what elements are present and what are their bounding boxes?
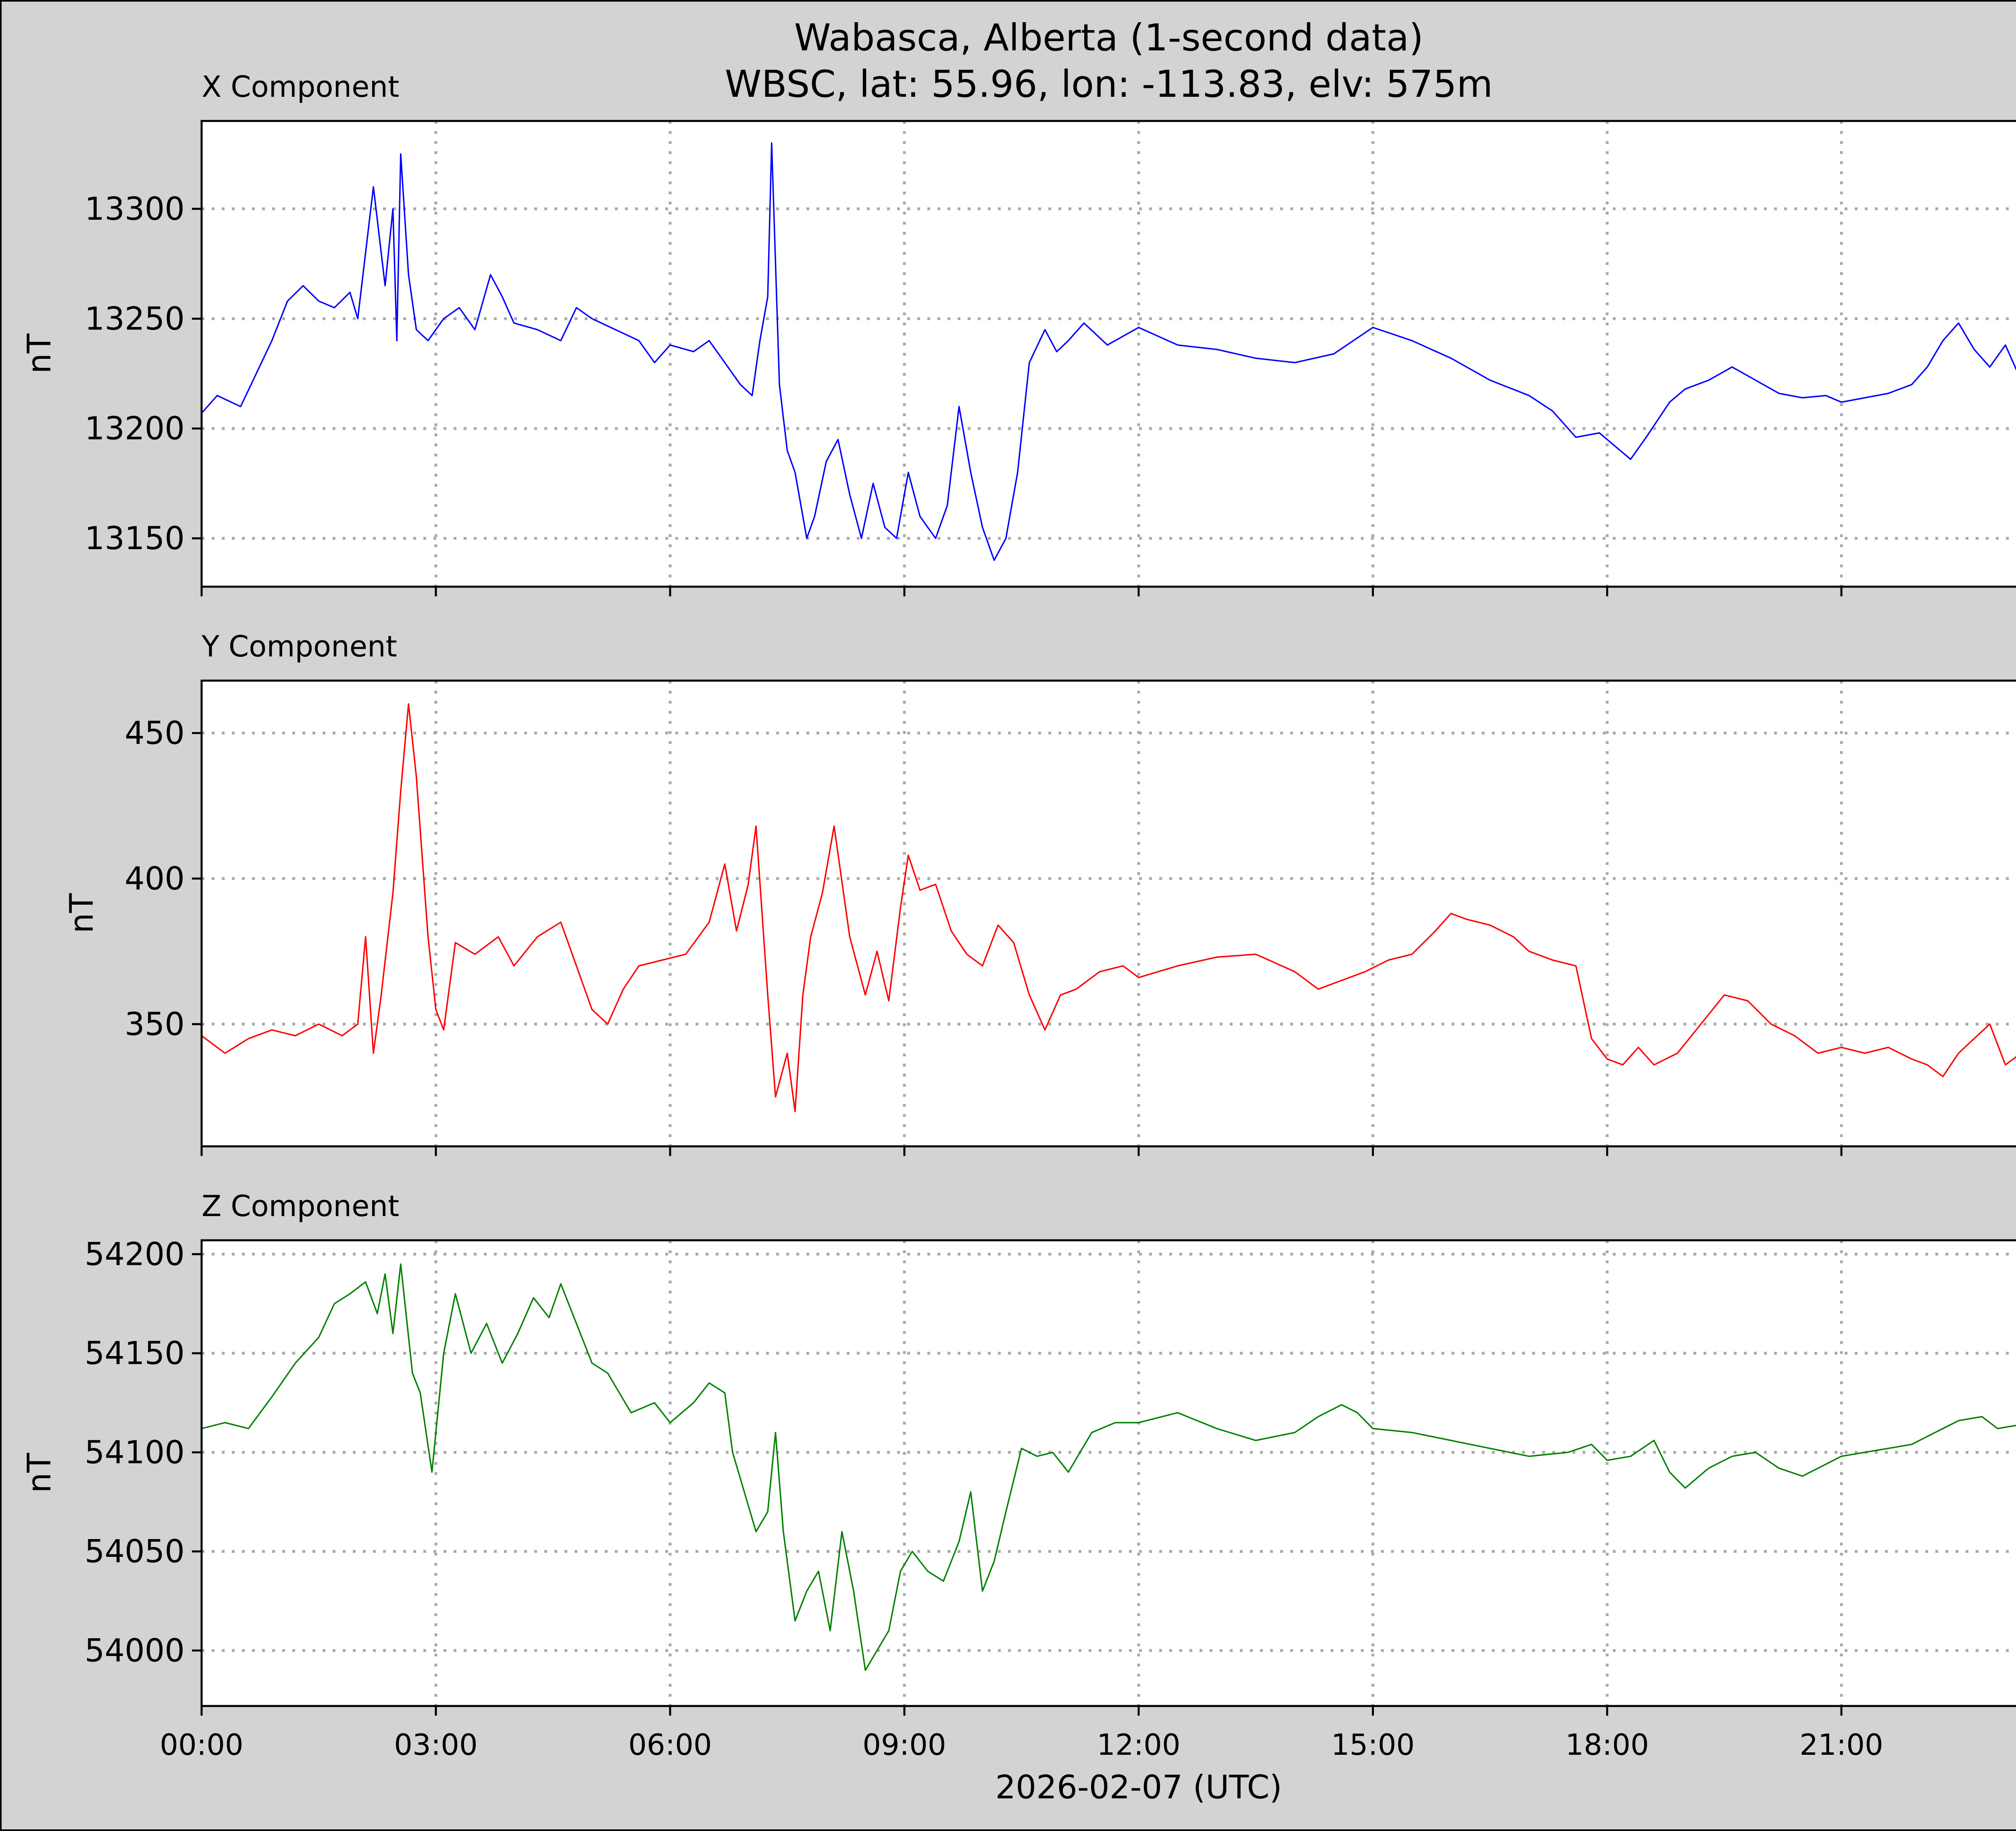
plot-area [202,681,2016,1146]
plot-area [202,121,2016,587]
x-tick-label: 03:00 [394,1728,478,1762]
plot-area [202,1240,2016,1706]
x-tick-label: 15:00 [1331,1728,1415,1762]
y-tick-label: 400 [125,861,185,897]
y-tick-label: 13250 [85,301,185,337]
series-line [201,142,2016,561]
x-grid [434,681,1843,1146]
y-axis-label: nT [63,893,100,933]
panel-x-component: X Component 13150 13200 13250 13300 nT [21,70,2016,596]
y-tick-label: 13300 [85,191,185,227]
x-grid [434,1240,1843,1706]
y-ticks: 350 400 450 [125,715,202,1043]
x-ticks [200,1706,1843,1716]
panel-title: X Component [202,70,399,104]
panel-z-component: Z Component 54000 54050 54100 54150 54200 nT [21,1189,2016,1716]
y-tick-label: 350 [125,1006,185,1043]
x-tick-labels: 00:00 03:00 06:00 09:00 12:00 15:00 18:00 21:00 [160,1728,1883,1762]
y-tick-label: 54100 [85,1435,185,1471]
x-tick-label: 09:00 [862,1728,946,1762]
y-tick-label: 54150 [85,1335,185,1372]
series-line [201,703,2016,1112]
x-axis-label: 2026-02-07 (UTC) [995,1769,1282,1806]
x-tick-label: 00:00 [160,1728,244,1762]
y-axis-label: nT [21,1452,58,1493]
x-tick-label: 18:00 [1565,1728,1649,1762]
panel-y-component: Y Component 350 400 450 nT [63,629,2016,1156]
y-axis-label: nT [21,333,58,374]
y-tick-label: 13150 [85,521,185,557]
figure-title-line1: Wabasca, Alberta (1-second data) [794,16,1424,59]
y-ticks: 54000 54050 54100 54150 54200 [85,1236,202,1669]
x-tick-label: 21:00 [1799,1728,1883,1762]
series-line [201,1263,2016,1671]
panel-title: Y Component [201,629,397,663]
x-ticks [200,1146,1843,1156]
y-ticks: 13150 13200 13250 13300 [85,191,202,557]
x-tick-label: 06:00 [628,1728,712,1762]
y-tick-label: 450 [125,715,185,752]
x-tick-label: 12:00 [1097,1728,1181,1762]
x-grid [434,121,1843,587]
panel-title: Z Component [202,1189,399,1223]
figure-title-line2: WBSC, lat: 55.96, lon: -113.83, elv: 575… [725,62,1493,106]
y-tick-label: 54050 [85,1534,185,1570]
x-ticks [200,587,1843,596]
y-tick-label: 54200 [85,1236,185,1273]
y-tick-label: 13200 [85,411,185,447]
y-tick-label: 54000 [85,1633,185,1669]
